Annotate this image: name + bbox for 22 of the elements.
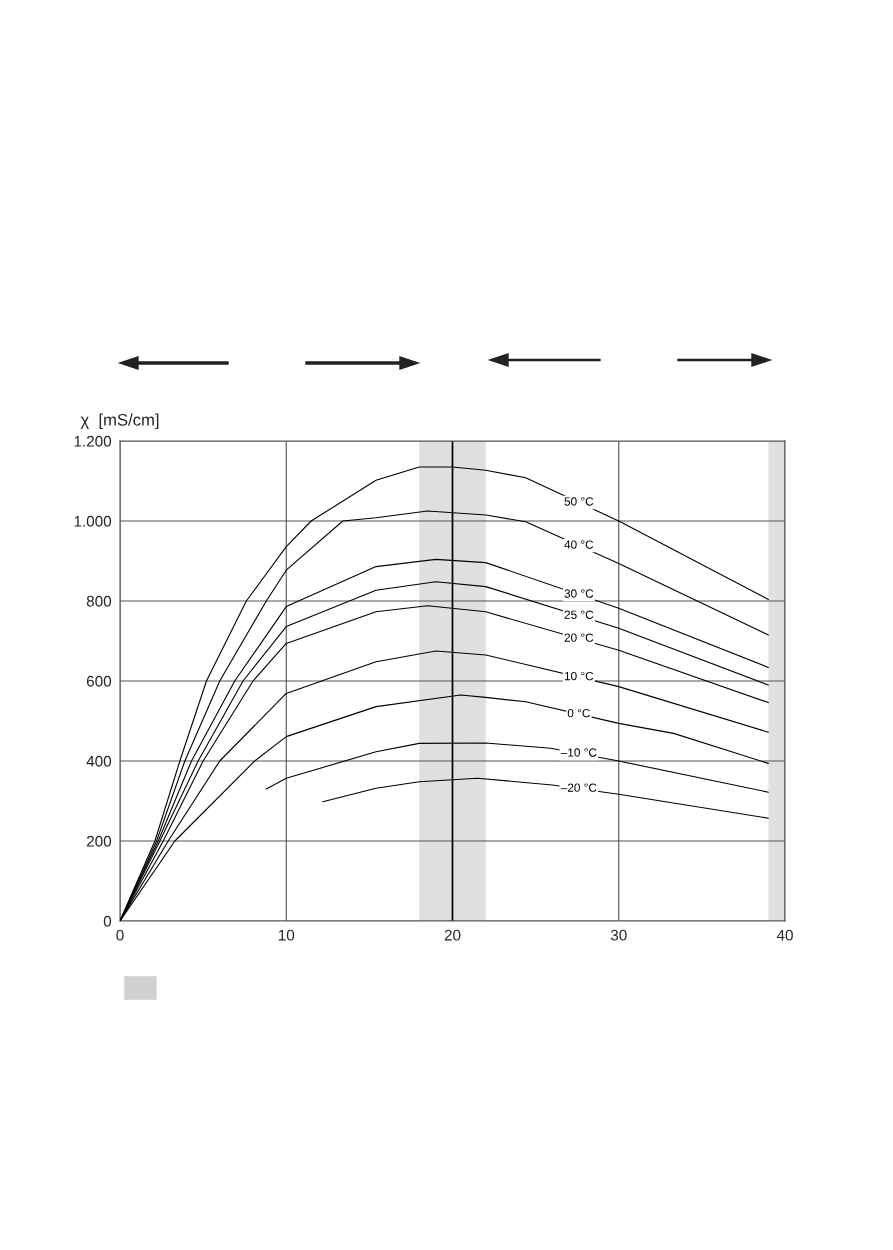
series-label: –10 °C: [560, 748, 597, 757]
series-label: 0 °C: [567, 708, 590, 718]
x-tick-label: 40: [776, 929, 793, 941]
x-tick-label: 30: [610, 929, 627, 941]
series-label: 50 °C: [564, 497, 594, 506]
x-tick-label: 0: [116, 929, 124, 941]
y-tick-label: 400: [86, 755, 112, 767]
y-tick-label: 200: [86, 835, 112, 847]
y-tick-label: 0: [103, 915, 112, 927]
x-tick-label: 20: [444, 929, 461, 941]
y-tick-label: 800: [86, 595, 112, 607]
series-label: –20 °C: [560, 783, 597, 792]
series-label: 40 °C: [564, 540, 594, 549]
series-label: 20 °C: [564, 633, 594, 642]
y-tick-label: 600: [86, 675, 112, 687]
x-tick-label: 10: [278, 929, 295, 941]
series-label: 25 °C: [564, 610, 594, 619]
y-tick-label: 1.000: [74, 515, 112, 527]
y-axis-title: χ [mS/cm]: [80, 413, 159, 429]
y-tick-label: 1.200: [74, 435, 112, 447]
series-label: 10 °C: [564, 671, 594, 681]
series-label: 30 °C: [564, 589, 594, 598]
